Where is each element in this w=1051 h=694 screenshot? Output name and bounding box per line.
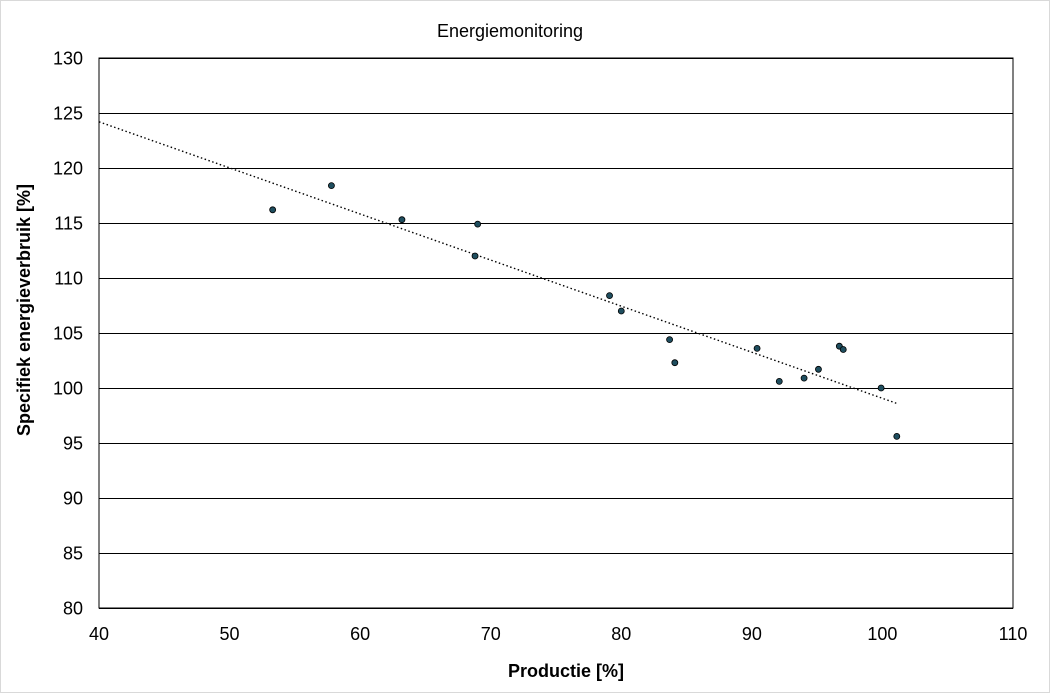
x-tick-label: 50 (220, 624, 240, 644)
chart-title: Energiemonitoring (437, 21, 583, 41)
data-points (269, 182, 901, 440)
y-tick-label: 120 (53, 159, 83, 179)
data-point (269, 206, 277, 214)
y-tick-label: 105 (53, 324, 83, 344)
data-point (800, 374, 808, 382)
data-point (471, 252, 479, 260)
data-point (753, 344, 761, 352)
data-point (775, 377, 783, 385)
y-tick-label: 130 (53, 49, 83, 69)
data-point (328, 182, 335, 190)
data-point (877, 384, 885, 392)
y-axis-title: Specifiek energieverbruik [%] (14, 184, 34, 436)
data-point (815, 365, 822, 373)
data-point (474, 220, 482, 228)
data-point (671, 359, 679, 367)
data-point (617, 307, 625, 315)
plot-area (98, 57, 1014, 609)
x-axis-ticks: 40 50 60 70 80 90 100 110 (89, 624, 1027, 644)
x-tick-label: 110 (999, 624, 1028, 644)
x-tick-label: 40 (89, 624, 109, 644)
y-tick-label: 125 (53, 104, 83, 124)
data-point (606, 292, 613, 300)
y-tick-label: 110 (54, 269, 83, 289)
data-point (666, 336, 673, 344)
trendline (98, 121, 898, 405)
y-tick-label: 100 (53, 379, 83, 399)
y-tick-label: 85 (63, 544, 83, 564)
x-axis-title: Productie [%] (508, 661, 624, 681)
y-tick-label: 115 (54, 214, 83, 234)
x-tick-label: 80 (611, 624, 631, 644)
x-tick-label: 70 (481, 624, 501, 644)
y-tick-label: 95 (63, 434, 83, 454)
y-tick-label: 80 (63, 599, 83, 619)
y-axis-ticks: 80 85 90 95 100 105 110 115 120 125 130 (53, 49, 83, 619)
trendline-group (98, 121, 898, 405)
x-tick-label: 100 (867, 624, 897, 644)
x-tick-label: 60 (350, 624, 370, 644)
x-tick-label: 90 (742, 624, 762, 644)
data-point (839, 346, 847, 353)
data-point (398, 216, 406, 224)
data-point (893, 432, 901, 440)
y-tick-label: 90 (63, 489, 83, 509)
